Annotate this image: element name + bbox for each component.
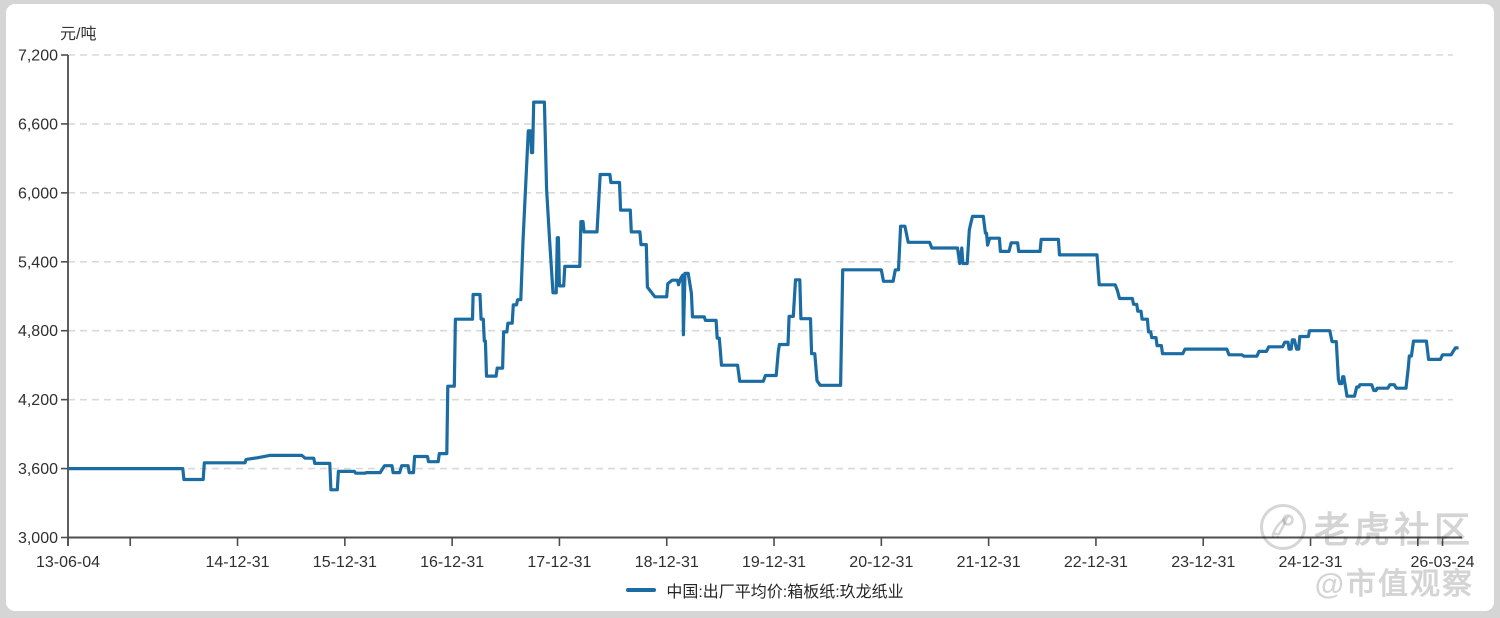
price-line xyxy=(68,100,1459,492)
watermark-community-text: 老虎社区 xyxy=(1313,509,1474,550)
x-axis-tick-label: 19-12-31 xyxy=(742,554,806,571)
x-axis-tick-label: 16-12-31 xyxy=(420,554,484,571)
tiger-logo-icon xyxy=(1259,504,1306,550)
y-axis-unit-label: 元/吨 xyxy=(60,26,97,43)
x-axis-tick-label: 24-12-31 xyxy=(1279,554,1343,571)
y-axis-tick-label: 6,000 xyxy=(18,185,58,202)
y-axis-tick-label: 6,600 xyxy=(18,116,58,133)
x-axis-tick-label: 26-03-24 xyxy=(1410,554,1474,571)
x-axis-tick-label: 15-12-31 xyxy=(313,554,377,571)
y-axis-tick-label: 4,800 xyxy=(18,323,58,340)
legend: 中国:出厂平均价:箱板纸:玖龙纸业 xyxy=(68,580,1462,601)
x-axis-tick-label: 23-12-31 xyxy=(1171,554,1235,571)
x-axis-tick-label: 17-12-31 xyxy=(527,554,591,571)
y-axis-tick-label: 3,600 xyxy=(18,461,58,478)
x-axis-tick-label: 21-12-31 xyxy=(957,554,1021,571)
chart-card xyxy=(6,4,1494,611)
y-axis-tick-label: 3,000 xyxy=(18,530,58,547)
x-axis-tick-label: 18-12-31 xyxy=(635,554,699,571)
legend-label: 中国:出厂平均价:箱板纸:玖龙纸业 xyxy=(666,584,904,601)
y-axis-tick-label: 5,400 xyxy=(18,254,58,271)
x-axis-tick-label: 13-06-04 xyxy=(36,554,100,571)
x-axis-tick-label: 20-12-31 xyxy=(849,554,913,571)
watermark-community: 老虎社区 xyxy=(1259,501,1474,553)
y-axis-tick-label: 4,200 xyxy=(18,392,58,409)
legend-line-swatch xyxy=(626,588,657,592)
x-axis-tick-label: 14-12-31 xyxy=(206,554,270,571)
watermark-handle: @市值观察 xyxy=(1314,568,1474,601)
x-axis-tick-label: 22-12-31 xyxy=(1064,554,1128,571)
y-axis-tick-label: 7,200 xyxy=(18,48,58,65)
